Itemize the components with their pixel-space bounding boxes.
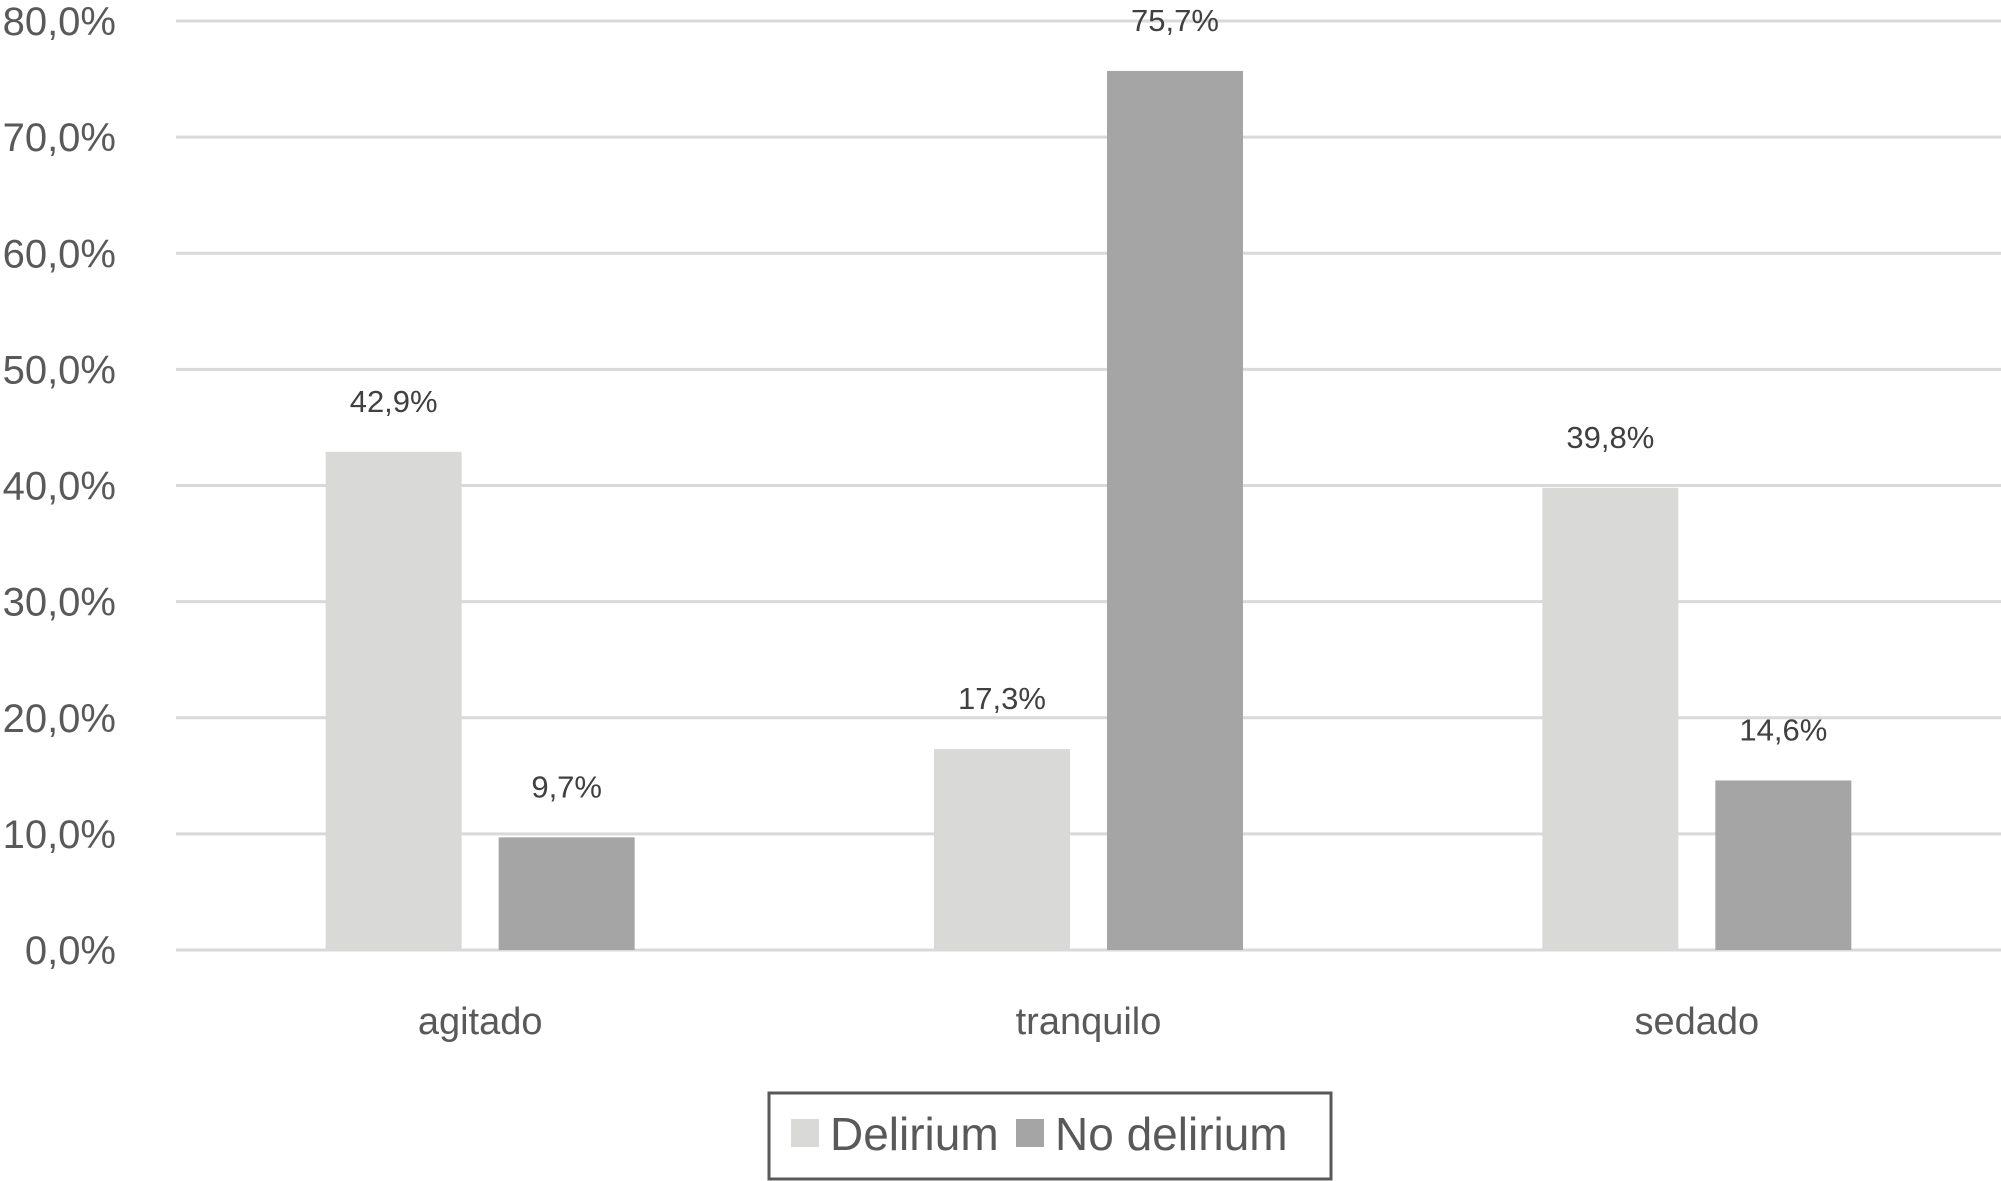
- y-tick-label: 60,0%: [3, 232, 116, 276]
- y-tick-label: 10,0%: [3, 813, 116, 857]
- legend-label-delirium: Delirium: [830, 1108, 999, 1160]
- legend-swatch-no-delirium: [1016, 1119, 1044, 1147]
- category-label-tranquilo: tranquilo: [1016, 1001, 1162, 1043]
- bars: [325, 70, 1852, 951]
- legend-box: [767, 1091, 1333, 1181]
- data-label: 9,7%: [531, 769, 602, 804]
- data-label: 39,8%: [1566, 420, 1654, 455]
- bar-delirium-tranquilo: [934, 749, 1070, 950]
- data-label: 14,6%: [1739, 712, 1827, 747]
- legend: Delirium No delirium: [767, 1091, 1333, 1181]
- gridlines: [176, 19, 2001, 952]
- y-tick-label: 70,0%: [3, 116, 116, 160]
- data-label: 17,3%: [958, 681, 1046, 716]
- x-axis-category-labels: agitado tranquilo sedado: [418, 1001, 1759, 1043]
- category-label-sedado: sedado: [1634, 1001, 1759, 1043]
- y-axis-tick-labels: 0,0% 10,0% 20,0% 30,0% 40,0% 50,0% 60,0% 70,0% 8…: [3, 0, 116, 973]
- y-tick-label: 20,0%: [3, 697, 116, 741]
- data-label: 42,9%: [350, 384, 438, 419]
- y-tick-label: 0,0%: [25, 929, 116, 973]
- bar-no-delirium-sedado: [1715, 780, 1852, 950]
- bar-no-delirium-agitado: [498, 837, 635, 950]
- y-tick-label: 50,0%: [3, 348, 116, 392]
- bar-no-delirium-tranquilo: [1107, 70, 1243, 951]
- y-tick-label: 80,0%: [3, 0, 116, 44]
- category-label-agitado: agitado: [418, 1001, 543, 1043]
- y-tick-label: 30,0%: [3, 581, 116, 625]
- data-labels: 42,9% 9,7% 17,3% 75,7% 39,8% 14,6%: [350, 3, 1828, 804]
- data-label: 75,7%: [1131, 3, 1219, 38]
- legend-swatch-delirium: [791, 1119, 819, 1147]
- legend-label-no-delirium: No delirium: [1055, 1108, 1288, 1160]
- bar-delirium-sedado: [1542, 487, 1679, 950]
- y-tick-label: 40,0%: [3, 465, 116, 509]
- bar-delirium-agitado: [325, 451, 462, 950]
